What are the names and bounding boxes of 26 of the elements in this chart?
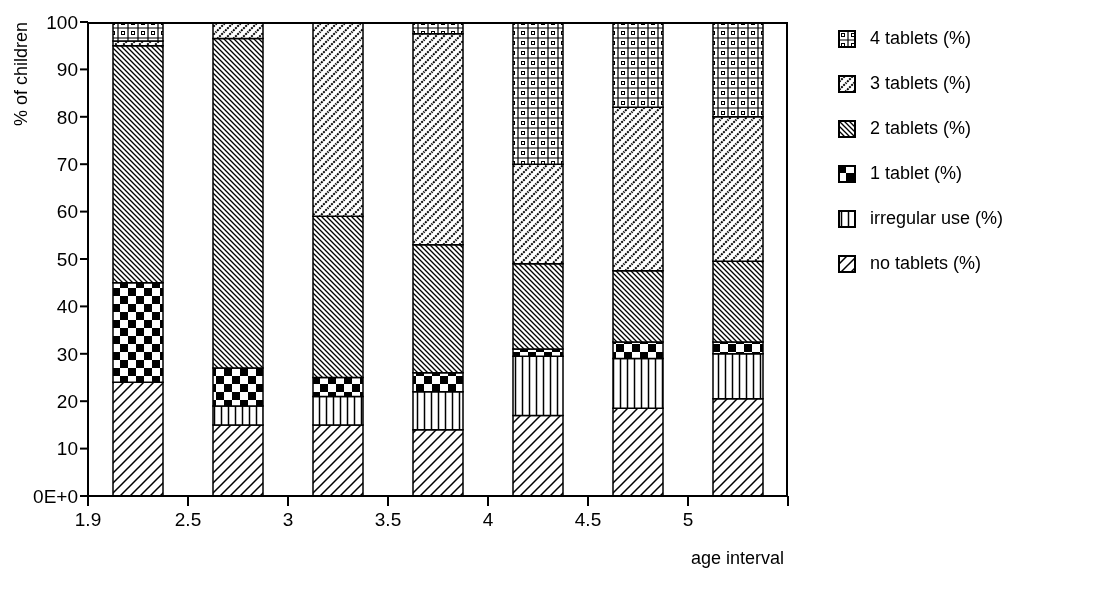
legend-label: 2 tablets (%): [870, 118, 972, 139]
legend-label: 3 tablets (%): [870, 73, 972, 94]
x-tick-label: 4: [482, 509, 494, 530]
y-tick-label: 50: [56, 248, 78, 270]
y-tick-label: 30: [56, 343, 78, 365]
y-tick-label: 90: [56, 59, 78, 81]
x-tick-label: 3: [282, 509, 294, 530]
y-tick-label: 60: [56, 201, 78, 223]
x-tick-label: 2.5: [174, 509, 202, 530]
legend-label: 1 tablet (%): [870, 163, 963, 184]
y-tick-label: 40: [56, 296, 78, 318]
legend-label: 4 tablets (%): [870, 28, 972, 49]
x-tick-label: 5: [682, 509, 694, 530]
y-tick-label: 0E+0: [33, 485, 78, 507]
y-tick-label: 20: [56, 390, 78, 412]
y-tick-label: 70: [56, 153, 78, 175]
x-tick-label: 4.5: [574, 509, 602, 530]
legend-label: no tablets (%): [870, 253, 982, 274]
legend-label: irregular use (%): [870, 208, 1004, 229]
x-tick-label: 1.9: [74, 509, 102, 530]
y-axis-title: % of children: [10, 22, 31, 127]
x-axis-title: age interval: [690, 548, 784, 568]
y-tick-label: 10: [56, 438, 78, 460]
x-tick-label: 3.5: [374, 509, 402, 530]
y-tick-label: 80: [56, 106, 78, 128]
y-tick-label: 100: [46, 11, 78, 33]
